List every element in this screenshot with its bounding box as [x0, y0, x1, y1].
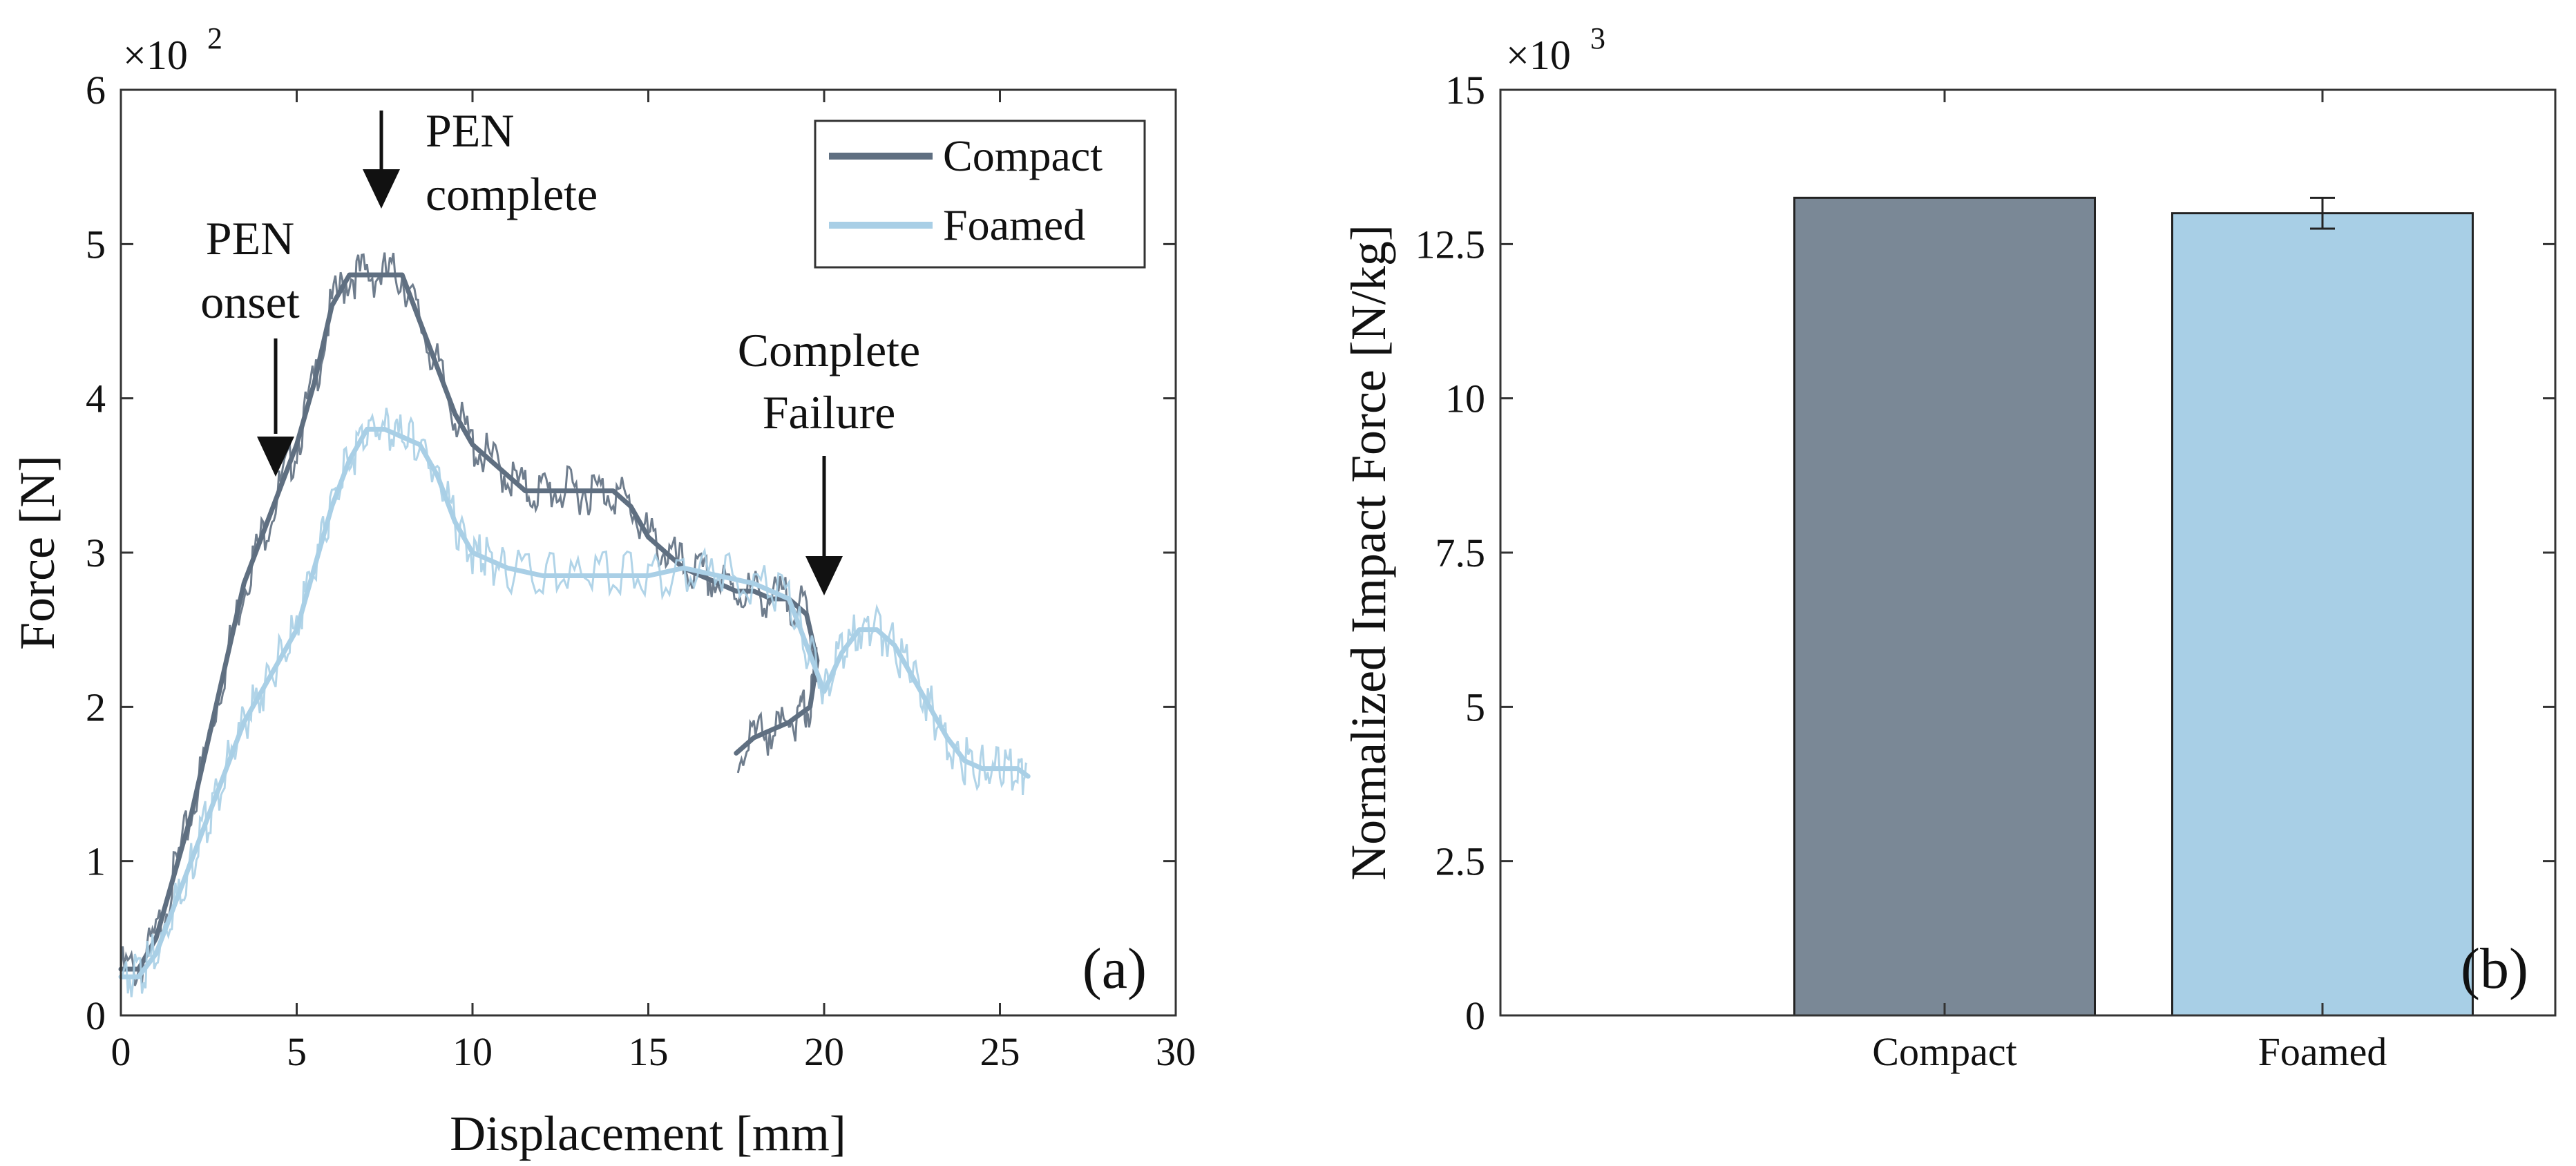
- panel-a-y-tick-label: 6: [86, 68, 106, 113]
- annotation-pen-onset: PEN onset: [200, 212, 300, 477]
- panel-b-y-tick-label: 0: [1465, 993, 1485, 1038]
- bar-compact: [1793, 196, 2096, 1017]
- panel-b-x-tick-label-compact: Compact: [1872, 1029, 2016, 1074]
- panel-b-y-multiplier: ×10 3: [1506, 21, 1605, 78]
- panel-a-y-tick-label: 2: [86, 685, 106, 729]
- panel-a-legend-box: [814, 120, 1146, 269]
- panel-a-x-tick-label: 5: [287, 1029, 307, 1074]
- panel-b-bar-chart: Compact Foamed 0 2.5 5 7.5 10 12.5 15 ×10 3 Nor…: [1341, 21, 2557, 1074]
- panel-a-y-tick-label: 5: [86, 222, 106, 267]
- panel-a-ticks: 0 5 10 15 20 25 30 0 1 2 3 4 5 6: [86, 68, 1196, 1074]
- panel-a-y-tick-label: 1: [86, 839, 106, 884]
- annotation-pen-onset-line1: PEN: [206, 212, 294, 265]
- panel-a-x-tick-label: 15: [629, 1029, 669, 1074]
- panel-b-y-tick-label: 10: [1445, 376, 1485, 421]
- panel-a-y-tick-label: 0: [86, 993, 106, 1038]
- panel-a-label: (a): [1082, 937, 1147, 1001]
- panel-b-bars: Compact Foamed: [1793, 90, 2474, 1074]
- panel-a-x-tick-label: 25: [980, 1029, 1020, 1074]
- panel-a-y-multiplier: ×10 2: [123, 21, 222, 78]
- panel-a-series-group: [118, 252, 1031, 997]
- legend-compact-label: Compact: [943, 131, 1103, 180]
- annotation-pen-complete-line1: PEN: [426, 104, 514, 157]
- series-compact-line: [118, 272, 820, 972]
- series-compact-noise-trace: [120, 252, 819, 986]
- panel-b-y-multiplier-exponent: 3: [1590, 21, 1605, 55]
- panel-b-y-multiplier-base: ×10: [1506, 32, 1571, 78]
- panel-a-y-axis-label: Force [N]: [10, 455, 65, 650]
- panel-a-y-tick-label: 4: [86, 376, 106, 421]
- panel-a-line-chart: 0 5 10 15 20 25 30 0 1 2 3 4 5 6 ×10 2 Displacement […: [10, 21, 1196, 1161]
- series-foamed-line: [118, 426, 1031, 979]
- annotation-complete-failure-arrow-head: [805, 556, 843, 595]
- panel-a-legend: Compact Foamed: [814, 120, 1146, 269]
- annotation-pen-onset-arrow-head: [257, 437, 294, 477]
- annotation-pen-onset-line2: onset: [200, 276, 300, 328]
- bar-foamed: [2171, 212, 2474, 1017]
- panel-a-x-tick-label: 0: [111, 1029, 131, 1074]
- panel-b-y-axis-label: Normalized Impact Force [N/kg]: [1341, 224, 1396, 881]
- panel-a-x-tick-label: 30: [1156, 1029, 1196, 1074]
- panel-b-x-tick-label-foamed: Foamed: [2258, 1029, 2387, 1074]
- annotation-pen-complete-line2: complete: [426, 168, 598, 220]
- panel-a-x-axis-label: Displacement [mm]: [450, 1106, 846, 1161]
- panel-a-y-tick-label: 3: [86, 531, 106, 575]
- panel-a-x-tick-label: 10: [452, 1029, 493, 1074]
- legend-foamed-label: Foamed: [943, 200, 1085, 249]
- panel-b-y-tick-label: 5: [1465, 685, 1485, 729]
- panel-b-y-tick-label: 12.5: [1415, 222, 1486, 267]
- annotation-complete-failure-line1: Complete: [738, 324, 920, 376]
- annotation-pen-complete: PEN complete: [363, 104, 598, 220]
- panel-b-y-tick-label: 15: [1445, 68, 1485, 113]
- panel-a-x-tick-label: 20: [804, 1029, 844, 1074]
- panel-a-y-multiplier-exponent: 2: [207, 21, 222, 55]
- panel-b-y-tick-label: 7.5: [1435, 531, 1486, 575]
- panel-a-y-multiplier-base: ×10: [123, 32, 188, 78]
- annotation-complete-failure-line2: Failure: [763, 386, 896, 439]
- annotation-pen-complete-arrow-head: [363, 169, 400, 209]
- panel-b-ticks: 0 2.5 5 7.5 10 12.5 15: [1415, 68, 2555, 1038]
- panel-b-y-tick-label: 2.5: [1435, 839, 1486, 884]
- annotation-complete-failure: Complete Failure: [738, 324, 920, 595]
- panel-b-label: (b): [2461, 937, 2528, 1001]
- series-foamed-noise-trace: [120, 408, 1028, 997]
